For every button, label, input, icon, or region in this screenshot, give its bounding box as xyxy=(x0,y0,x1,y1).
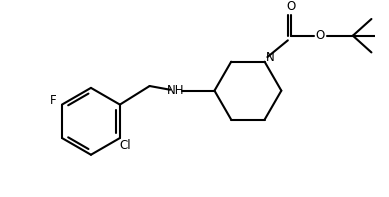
Text: O: O xyxy=(316,29,325,42)
Text: N: N xyxy=(266,51,275,64)
Text: Cl: Cl xyxy=(120,139,131,152)
Text: F: F xyxy=(49,94,56,107)
Text: O: O xyxy=(286,0,295,13)
Text: NH: NH xyxy=(167,84,184,97)
